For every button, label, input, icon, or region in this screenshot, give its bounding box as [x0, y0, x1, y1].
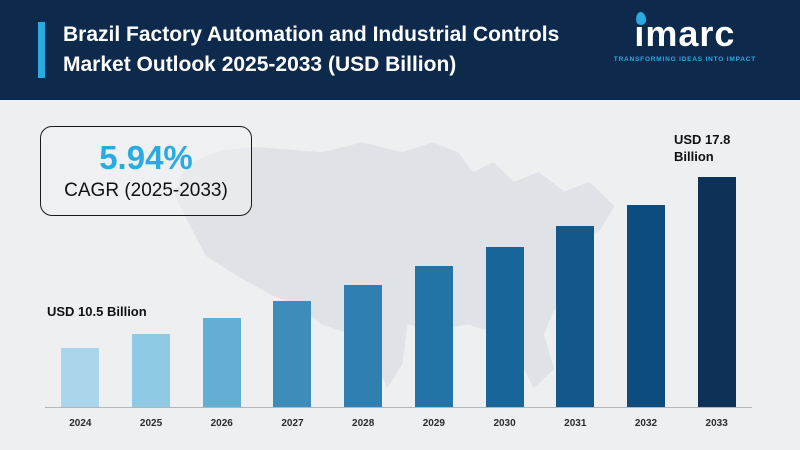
bar-2029: [414, 266, 453, 407]
bar-slot: [116, 94, 187, 407]
x-axis-label: 2032: [634, 417, 658, 429]
bar-2030: [485, 247, 524, 407]
cagr-value: 5.94%: [99, 139, 193, 177]
page-title-line1: Brazil Factory Automation and Industrial…: [63, 23, 560, 47]
cagr-label: CAGR (2025-2033): [64, 179, 228, 201]
bar-slot: [45, 94, 116, 407]
bar-slot: [257, 94, 328, 407]
x-axis-label: 2029: [422, 417, 445, 429]
x-axis-label: 2031: [564, 417, 587, 429]
page-title-line2: Market Outlook 2025-2033 (USD Billion): [63, 53, 457, 76]
cagr-callout: 5.94% CAGR (2025-2033): [40, 126, 252, 216]
x-axis-label: 2026: [210, 417, 233, 429]
bar-slot: [186, 94, 257, 407]
last-bar-value-line1: USD 17.8: [674, 131, 731, 147]
first-bar-value-label: USD 10.5 Billion: [47, 304, 147, 319]
last-bar-value-label: USD 17.8 Billion: [674, 131, 756, 166]
imarc-logo-tagline: TRANSFORMING IDEAS INTO IMPACT: [613, 56, 756, 63]
bar-2032: [626, 204, 665, 407]
imarc-logo-text: imarc: [634, 11, 736, 54]
bar-2026: [202, 317, 241, 407]
x-axis-label: 2033: [705, 417, 728, 429]
bar-2028: [344, 284, 383, 407]
years-row: 2024 2025 2026 2027 2028 2029 2030 2031 2032 2033: [45, 412, 752, 434]
x-axis-label: 2025: [139, 417, 163, 429]
bar-2031: [556, 226, 595, 407]
bar-slot: [681, 94, 752, 407]
bar-2033: [697, 176, 736, 407]
bar-2025: [132, 334, 171, 407]
header: Brazil Factory Automation and Industrial…: [0, 0, 800, 100]
x-axis-label: 2028: [352, 417, 375, 429]
bar-chart: 2024 2025 2026 2027 2028 2029 2030 2031 2032 2033…: [45, 94, 752, 434]
bars-row: [45, 94, 752, 408]
x-axis-label: 2024: [69, 417, 92, 429]
x-axis-label: 2027: [281, 417, 304, 429]
title-accent-bar: [38, 22, 45, 78]
imarc-logo: imarc TRANSFORMING IDEAS INTO IMPACT: [613, 11, 756, 63]
x-axis-label: 2030: [493, 417, 516, 429]
imarc-logo-word: imarc: [634, 13, 736, 54]
bar-slot: [328, 94, 399, 407]
page-title: Brazil Factory Automation and Industrial…: [63, 20, 559, 80]
bar-slot: [469, 94, 540, 407]
bar-2027: [273, 301, 312, 407]
last-bar-value-line2: Billion: [674, 149, 714, 165]
bar-slot: [540, 94, 611, 407]
bar-2024: [61, 348, 100, 407]
bar-slot: [611, 94, 682, 407]
bar-slot: [399, 94, 470, 407]
